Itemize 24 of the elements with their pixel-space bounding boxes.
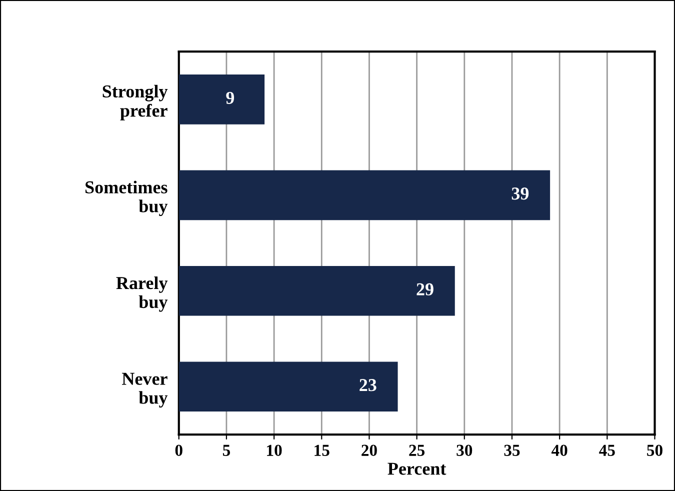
bar <box>178 74 265 124</box>
bar <box>178 362 398 412</box>
x-tick-label: 45 <box>599 444 615 456</box>
x-tick-label: 20 <box>362 444 377 456</box>
bar <box>178 170 550 220</box>
x-tick-label: 40 <box>551 444 568 456</box>
x-tick-label: 0 <box>175 444 182 456</box>
y-tick-label: Sometimes buy <box>85 180 168 216</box>
x-axis-title: Percent <box>388 462 446 475</box>
data-label: 39 <box>512 188 529 200</box>
y-tick-label: Never buy <box>122 372 168 408</box>
y-tick-label: Rarely buy <box>116 276 168 312</box>
x-tick-label: 30 <box>456 444 472 456</box>
data-label: 9 <box>226 92 234 104</box>
data-label: 23 <box>360 379 376 392</box>
x-tick-label: 35 <box>504 444 520 456</box>
x-tick-label: 15 <box>314 444 330 456</box>
x-tick-label: 50 <box>647 444 662 456</box>
y-tick-label: Strongly prefer <box>102 84 168 120</box>
data-label: 29 <box>416 283 434 296</box>
x-tick-label: 10 <box>267 444 282 456</box>
x-tick-label: 5 <box>222 444 230 456</box>
x-tick-label: 25 <box>409 444 425 456</box>
bar <box>178 266 455 316</box>
